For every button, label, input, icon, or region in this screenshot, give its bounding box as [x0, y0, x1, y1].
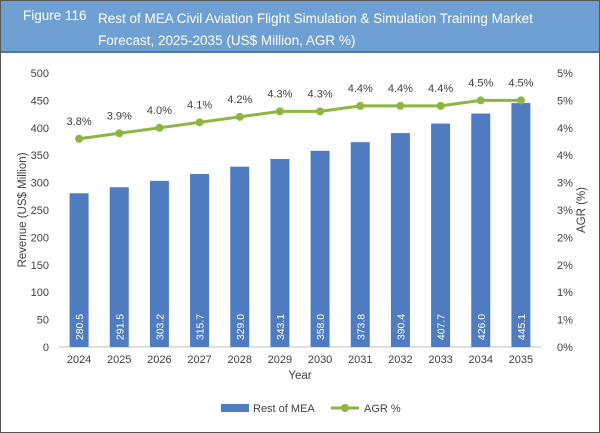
chart-title: Rest of MEA Civil Aviation Flight Simula… — [98, 11, 533, 48]
bar-2028 — [230, 166, 250, 347]
y2-tick-label: 0% — [557, 342, 573, 354]
figure-label: Figure 116 — [23, 8, 87, 23]
x-tick-label: 2030 — [308, 354, 332, 366]
y2-tick-label: 3% — [557, 178, 573, 190]
bar-value-label: 407.7 — [436, 314, 448, 340]
y-tick-label: 350 — [31, 150, 49, 162]
x-tick-label: 2025 — [107, 354, 131, 366]
bar-value-label: 358.0 — [315, 314, 327, 340]
bar-2032 — [390, 133, 410, 347]
legend-bar-label: Rest of MEA — [253, 403, 315, 415]
y2-tick-label: 2% — [557, 232, 573, 244]
x-tick-label: 2027 — [187, 354, 211, 366]
agr-data-label: 4.4% — [428, 83, 453, 95]
bar-value-label: 291.5 — [114, 314, 126, 340]
y-tick-label: 100 — [31, 287, 49, 299]
y-tick-label: 450 — [31, 95, 49, 107]
agr-line — [78, 98, 521, 141]
agr-data-label: 4.5% — [468, 77, 493, 89]
x-tick-label: 2026 — [147, 354, 171, 366]
bar-value-label: 303.2 — [154, 314, 166, 340]
y-tick-label: 0 — [43, 342, 49, 354]
legend-line-label: AGR % — [364, 403, 401, 415]
y-tick-label: 500 — [31, 68, 49, 80]
bar-2029 — [270, 158, 290, 347]
agr-point-2032 — [396, 101, 405, 110]
agr-data-label: 4.1% — [187, 99, 212, 111]
y2-tick-label: 5% — [557, 68, 573, 80]
x-tick-label: 2034 — [469, 354, 493, 366]
y2-tick-label: 4% — [557, 123, 573, 135]
bar-2031 — [350, 142, 370, 347]
bar-value-label: 280.5 — [74, 314, 86, 340]
y2-tick-label: 4% — [557, 150, 573, 162]
bar-2024 — [69, 193, 89, 347]
bar-value-label: 445.1 — [516, 314, 528, 340]
x-tick-label: 2035 — [509, 354, 533, 366]
bar-2030 — [310, 150, 330, 347]
x-tick-label: 2029 — [268, 354, 292, 366]
agr-point-2034 — [476, 96, 485, 105]
y-axis-title: Revenue (US$ Million) — [17, 152, 29, 267]
x-tick-label: 2028 — [228, 354, 252, 366]
bar-2027 — [190, 173, 210, 347]
y2-tick-label: 5% — [557, 95, 573, 107]
x-tick-label: 2024 — [67, 354, 91, 366]
legend-bar-swatch — [221, 404, 249, 412]
legend-line-marker — [341, 404, 349, 412]
y2-tick-label: 1% — [557, 287, 573, 299]
agr-data-label: 3.8% — [67, 116, 92, 128]
agr-data-label: 4.3% — [267, 88, 292, 100]
bar-2033 — [431, 123, 451, 347]
agr-point-2031 — [356, 101, 365, 110]
y-tick-label: 200 — [31, 232, 49, 244]
x-tick-label: 2032 — [388, 354, 412, 366]
bar-2026 — [149, 180, 169, 347]
bar-value-label: 426.0 — [476, 314, 488, 340]
agr-point-2035 — [516, 96, 525, 105]
agr-point-2029 — [275, 107, 284, 116]
bar-value-label: 329.0 — [235, 314, 247, 340]
y2-tick-label: 1% — [557, 315, 573, 327]
agr-data-label: 4.4% — [348, 83, 373, 95]
y2-axis-title: AGR (%) — [576, 187, 588, 233]
agr-data-label: 4.2% — [227, 94, 252, 106]
agr-point-2027 — [195, 118, 204, 127]
agr-point-2026 — [155, 123, 164, 132]
bar-value-label: 373.8 — [355, 314, 367, 340]
agr-point-2030 — [316, 107, 325, 116]
agr-point-2025 — [115, 129, 124, 138]
agr-data-label: 4.5% — [508, 77, 533, 89]
y-tick-label: 300 — [31, 178, 49, 190]
y2-tick-label: 3% — [557, 205, 573, 217]
x-axis-title: Year — [288, 370, 311, 382]
agr-data-label: 4.4% — [388, 83, 413, 95]
bar-2034 — [471, 113, 491, 347]
agr-point-2024 — [75, 134, 84, 143]
x-tick-label: 2031 — [348, 354, 372, 366]
y2-tick-label: 2% — [557, 260, 573, 272]
bar-value-label: 343.1 — [275, 314, 287, 340]
bar-2025 — [109, 187, 129, 347]
bar-value-label: 390.4 — [395, 314, 407, 340]
agr-point-2028 — [235, 112, 244, 121]
title-bar: Figure 116 Rest of MEA Civil Aviation Fl… — [1, 1, 599, 53]
y-tick-label: 150 — [31, 260, 49, 272]
agr-point-2033 — [436, 101, 445, 110]
y-tick-label: 400 — [31, 123, 49, 135]
y-tick-label: 50 — [37, 315, 49, 327]
agr-data-label: 4.3% — [308, 88, 333, 100]
bar-value-label: 315.7 — [195, 314, 207, 340]
bar-2035 — [511, 103, 531, 347]
x-tick-label: 2033 — [428, 354, 452, 366]
y-tick-label: 250 — [31, 205, 49, 217]
agr-data-label: 4.0% — [147, 105, 172, 117]
agr-data-label: 3.9% — [107, 110, 132, 122]
